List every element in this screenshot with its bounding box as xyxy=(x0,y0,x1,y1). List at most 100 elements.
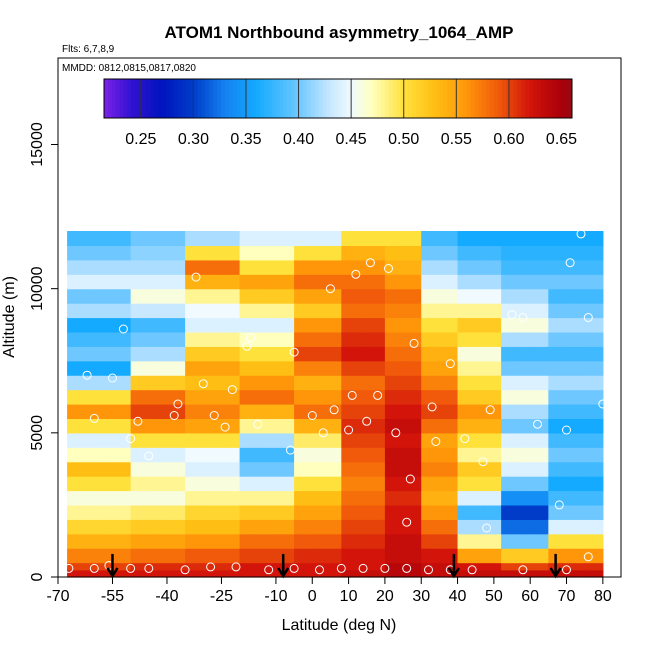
heatmap-cell xyxy=(510,303,520,319)
heatmap-cell xyxy=(393,303,404,319)
heatmap-cell xyxy=(466,259,477,275)
heatmap-cell xyxy=(430,303,440,319)
heatmap-cell xyxy=(221,569,232,578)
heatmap-cell xyxy=(537,490,548,506)
heatmap-cell xyxy=(221,245,232,261)
heatmap-cell xyxy=(103,375,114,391)
heatmap-cell xyxy=(248,245,259,261)
heatmap-cell xyxy=(212,259,223,275)
colorbar-segment xyxy=(158,79,163,118)
colorbar-segment xyxy=(513,79,518,118)
heatmap-cell xyxy=(510,274,520,290)
heatmap-cell xyxy=(421,360,431,376)
heatmap-cell xyxy=(466,231,477,247)
heatmap-cell xyxy=(475,274,486,290)
heatmap-cell xyxy=(546,461,549,477)
heatmap-cell xyxy=(528,360,539,376)
heatmap-cell xyxy=(112,533,123,549)
sample-point xyxy=(384,264,393,273)
heatmap-cell xyxy=(430,562,440,571)
heatmap-cell xyxy=(76,476,86,492)
heatmap-cell xyxy=(566,418,577,434)
heatmap-cell xyxy=(557,274,568,290)
heatmap-cell xyxy=(593,389,604,405)
heatmap-cell xyxy=(350,447,361,463)
heatmap-cell xyxy=(130,447,141,463)
heatmap-cell xyxy=(557,504,568,520)
heatmap-cell xyxy=(285,476,295,492)
heatmap-cell xyxy=(575,519,586,535)
heatmap-cell xyxy=(501,288,511,304)
heatmap-cell xyxy=(341,274,351,290)
heatmap-cell xyxy=(566,303,577,319)
heatmap-cell xyxy=(285,432,295,448)
heatmap-cell xyxy=(248,519,259,535)
x-tick-label: 20 xyxy=(376,588,394,605)
heatmap-cell xyxy=(130,360,141,376)
colorbar-segment xyxy=(314,79,319,118)
heatmap-cell xyxy=(546,404,549,420)
heatmap-cell xyxy=(519,404,529,420)
heatmap-cell xyxy=(239,389,250,405)
heatmap-cell xyxy=(510,317,520,333)
heatmap-cell xyxy=(112,476,123,492)
heatmap-cell xyxy=(121,432,132,448)
heatmap-cell xyxy=(203,432,213,448)
heatmap-cell xyxy=(412,274,422,290)
heatmap-cell xyxy=(528,447,539,463)
heatmap-cell xyxy=(501,533,511,549)
heatmap-cell xyxy=(557,375,568,391)
heatmap-cell xyxy=(448,288,459,304)
heatmap-cell xyxy=(475,447,486,463)
heatmap-cell xyxy=(257,490,268,506)
heatmap-cell xyxy=(266,533,277,549)
heatmap-cell xyxy=(493,360,502,376)
heatmap-cell xyxy=(537,519,548,535)
heatmap-cell xyxy=(185,375,195,391)
heatmap-cell xyxy=(475,303,486,319)
heatmap-cell xyxy=(157,331,168,347)
colorbar-segment xyxy=(248,79,253,118)
heatmap-cell xyxy=(501,231,511,247)
heatmap-cell xyxy=(285,317,295,333)
heatmap-cell xyxy=(501,317,511,333)
heatmap-cell xyxy=(448,461,459,477)
heatmap-cell xyxy=(412,259,422,275)
heatmap-cell xyxy=(266,259,277,275)
heatmap-cell xyxy=(475,360,486,376)
heatmap-cell xyxy=(368,375,379,391)
heatmap-cell xyxy=(546,375,549,391)
heatmap-cell xyxy=(350,562,361,571)
sample-point xyxy=(307,411,317,420)
heatmap-cell xyxy=(294,259,304,275)
heatmap-cell xyxy=(448,360,459,376)
heatmap-cell xyxy=(537,432,548,448)
heatmap-cell xyxy=(321,432,332,448)
heatmap-cell xyxy=(566,375,577,391)
heatmap-cell xyxy=(230,404,241,420)
heatmap-cell xyxy=(421,476,431,492)
heatmap-cell xyxy=(384,461,395,477)
heatmap-cell xyxy=(393,533,404,549)
heatmap-cell xyxy=(94,346,104,362)
colorbar-segment xyxy=(170,79,175,118)
heatmap-cell xyxy=(139,404,150,420)
heatmap-cell xyxy=(185,389,195,405)
heatmap-cell xyxy=(166,245,177,261)
heatmap-cell xyxy=(475,548,486,564)
heatmap-cell xyxy=(430,404,440,420)
heatmap-cell xyxy=(350,432,361,448)
heatmap-cell xyxy=(510,231,520,247)
colorbar-segment xyxy=(533,79,538,118)
heatmap-cell xyxy=(575,245,586,261)
colorbar-segment xyxy=(556,79,561,118)
heatmap-cell xyxy=(212,548,223,564)
heatmap-cell xyxy=(377,360,386,376)
heatmap-cell xyxy=(266,461,277,477)
sample-point xyxy=(231,562,241,572)
heatmap-cell xyxy=(350,548,361,564)
heatmap-cell xyxy=(584,461,595,477)
heatmap-cell xyxy=(421,548,431,564)
heatmap-cell xyxy=(312,317,322,333)
heatmap-cell xyxy=(593,490,604,506)
